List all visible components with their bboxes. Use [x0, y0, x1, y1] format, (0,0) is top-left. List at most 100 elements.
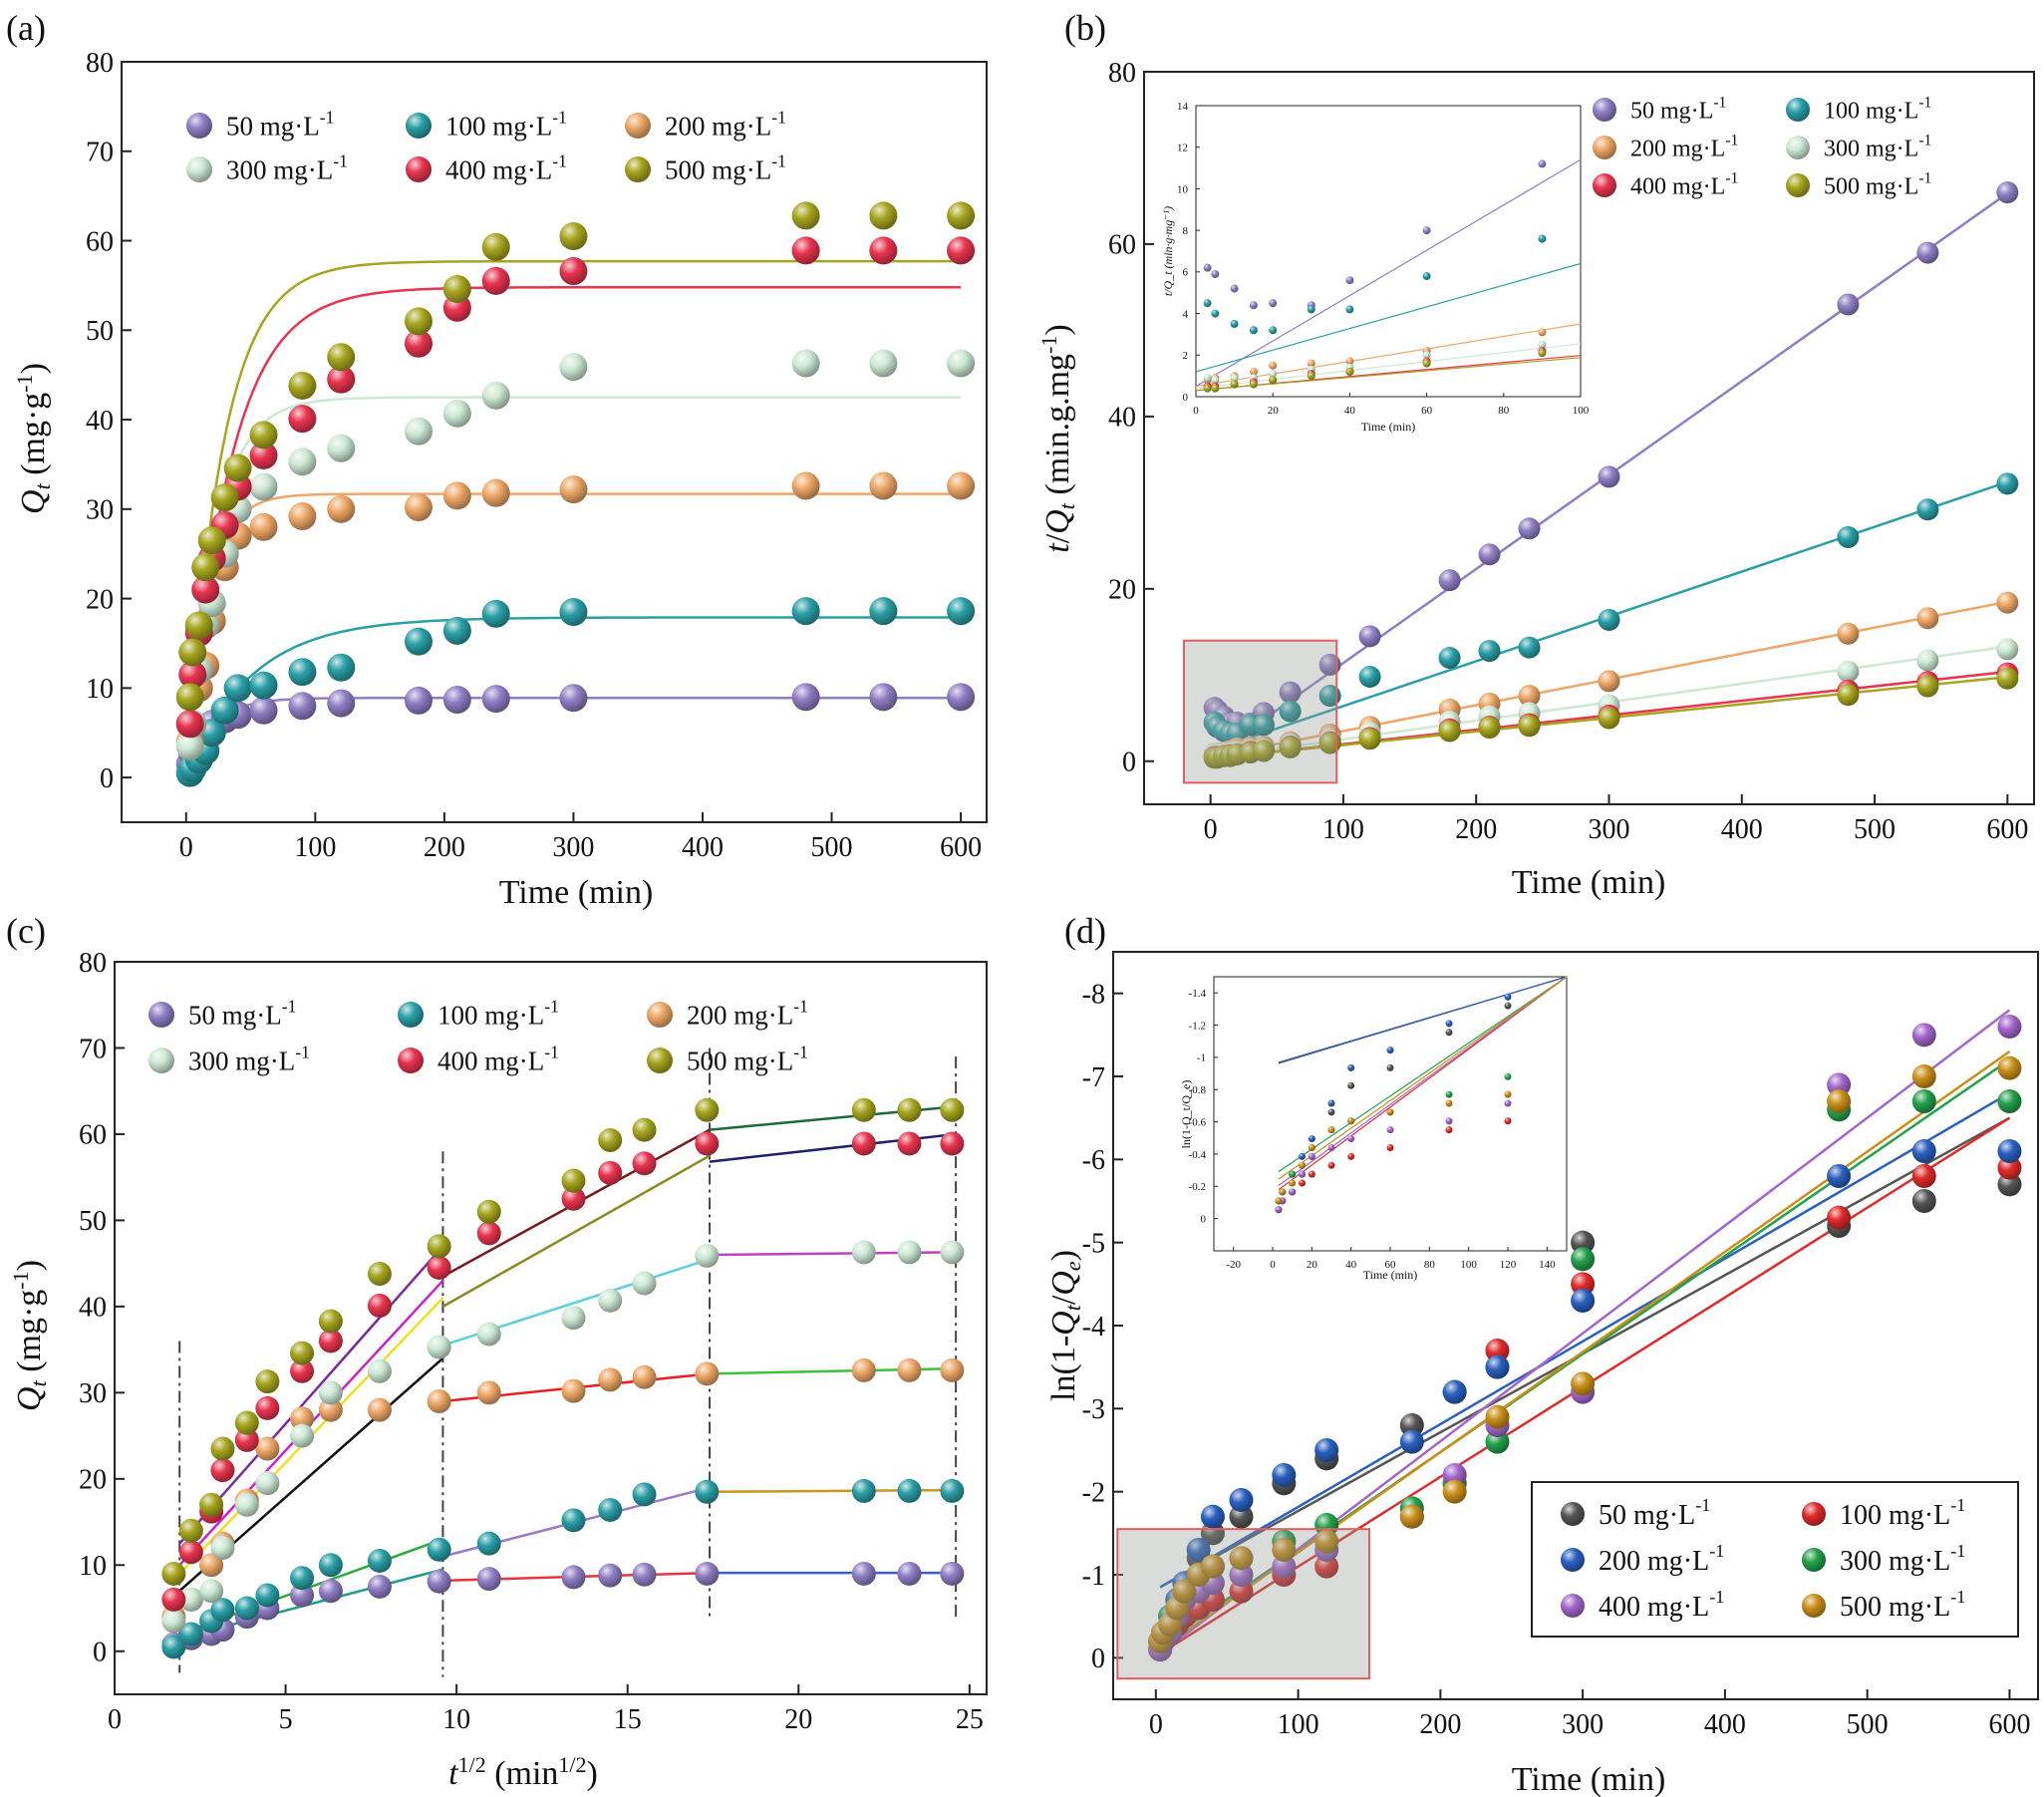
data-point	[695, 1097, 720, 1122]
inset-point	[1345, 305, 1354, 314]
inset-point	[1327, 1143, 1335, 1151]
data-point	[210, 696, 239, 725]
data-point	[791, 683, 820, 712]
data-point	[869, 683, 898, 712]
legend-label: 100 mg·L-1	[438, 996, 559, 1030]
data-point	[1485, 1429, 1510, 1454]
inset-point	[1249, 367, 1258, 376]
inset-point	[1504, 1072, 1512, 1080]
data-point	[1996, 667, 2019, 690]
x-tick-label: 100	[1322, 814, 1364, 845]
data-point	[255, 1395, 280, 1420]
inset-point	[1230, 380, 1239, 389]
data-point	[290, 1583, 315, 1608]
legend-superscript: -1	[320, 107, 335, 127]
inset-point	[1538, 349, 1547, 358]
data-point	[1598, 608, 1620, 631]
legend-label: 300 mg·L-1	[226, 150, 348, 184]
panel-c: 0 5 10 15 20 25 0 10 20 30 40 50 60 70 80 t1/2 (min1/2)…	[8, 948, 988, 1792]
data-point	[559, 257, 588, 286]
zoom-region	[1116, 1528, 1370, 1680]
x-tick-label: 100	[1278, 1709, 1319, 1740]
data-point	[255, 1471, 280, 1496]
inset-b: 0 20 40 60 80 100 0 2 4 6 8 10 12 14 Time (min) t/Q_t (…	[1161, 101, 1590, 434]
x-tick-label: 120	[1500, 1259, 1517, 1271]
y-tick-label: -0.6	[1189, 1116, 1207, 1128]
legend-marker	[1786, 173, 1810, 197]
data-point	[288, 405, 317, 434]
data-point	[897, 1561, 922, 1586]
data-point	[1827, 1164, 1852, 1188]
data-point	[1518, 715, 1541, 738]
data-point	[851, 1561, 876, 1586]
data-point	[476, 1322, 501, 1347]
data-point	[1997, 1015, 2022, 1039]
inset-point	[1347, 1152, 1355, 1160]
data-point	[1272, 1463, 1297, 1487]
y-tick-label: 10	[79, 1551, 107, 1582]
data-point	[869, 236, 898, 265]
x-tick-label: 0	[1193, 405, 1199, 417]
inset-point	[1307, 305, 1315, 314]
fit-segment	[178, 1245, 444, 1545]
y-tick-label: 0	[1201, 1213, 1207, 1225]
y-tick-label: 20	[86, 584, 114, 615]
inset-point	[1504, 1002, 1512, 1010]
y-tick-label: 0	[1091, 1644, 1105, 1674]
y-tick-label: -5	[1082, 1228, 1105, 1259]
legend-marker	[1802, 1548, 1826, 1572]
data-point	[1996, 181, 2019, 204]
y-tick-label: 14	[1177, 101, 1189, 113]
data-point	[234, 1410, 259, 1435]
data-point	[947, 201, 976, 230]
x-tick-label: 500	[1854, 814, 1896, 845]
data-point	[1318, 732, 1341, 754]
inset-point	[1275, 1206, 1283, 1214]
inset-point	[1504, 1099, 1512, 1107]
x-tick-label: 0	[1204, 814, 1218, 845]
data-point	[1518, 636, 1541, 659]
data-point	[632, 1151, 657, 1176]
data-point	[255, 1583, 280, 1608]
data-point	[869, 349, 898, 378]
data-point	[1252, 714, 1275, 737]
inset-point	[1308, 1152, 1315, 1160]
data-point	[367, 1294, 392, 1319]
y-axis-title: ln(1-Qt/Qe)	[1045, 1250, 1085, 1401]
data-point	[178, 1518, 203, 1543]
data-point	[210, 1436, 235, 1461]
data-point	[427, 1335, 451, 1359]
data-point	[1438, 720, 1461, 743]
data-point	[327, 494, 356, 523]
data-point	[1272, 1554, 1297, 1579]
legend-superscript: -1	[544, 1042, 559, 1061]
legend-marker	[1802, 1502, 1826, 1526]
data-point	[1314, 1529, 1339, 1554]
data-point	[1571, 1230, 1596, 1255]
inset-point	[1538, 328, 1547, 337]
inset-point	[1422, 226, 1431, 235]
data-point	[598, 1160, 623, 1185]
inset-point	[1445, 1029, 1453, 1037]
legend-marker	[148, 1002, 174, 1028]
fit-curve	[184, 285, 962, 778]
legend-marker	[647, 1048, 673, 1073]
data-point	[367, 1574, 392, 1599]
data-point	[427, 1234, 451, 1259]
data-point	[367, 1262, 392, 1287]
data-point	[1200, 1521, 1225, 1546]
data-point	[1485, 1404, 1510, 1429]
data-point	[1996, 472, 2019, 495]
x-tick-label: 0	[179, 832, 193, 863]
x-tick-label: 140	[1539, 1259, 1556, 1271]
data-point	[481, 478, 510, 507]
data-point	[175, 683, 204, 712]
inset-point	[1307, 372, 1315, 381]
data-point	[318, 1329, 343, 1353]
x-tick-label: 25	[956, 1704, 984, 1735]
plot-frame	[1195, 105, 1582, 398]
data-point	[210, 1598, 235, 1623]
data-point	[318, 1380, 343, 1405]
data-point	[175, 710, 204, 739]
inset-point	[1307, 359, 1315, 368]
